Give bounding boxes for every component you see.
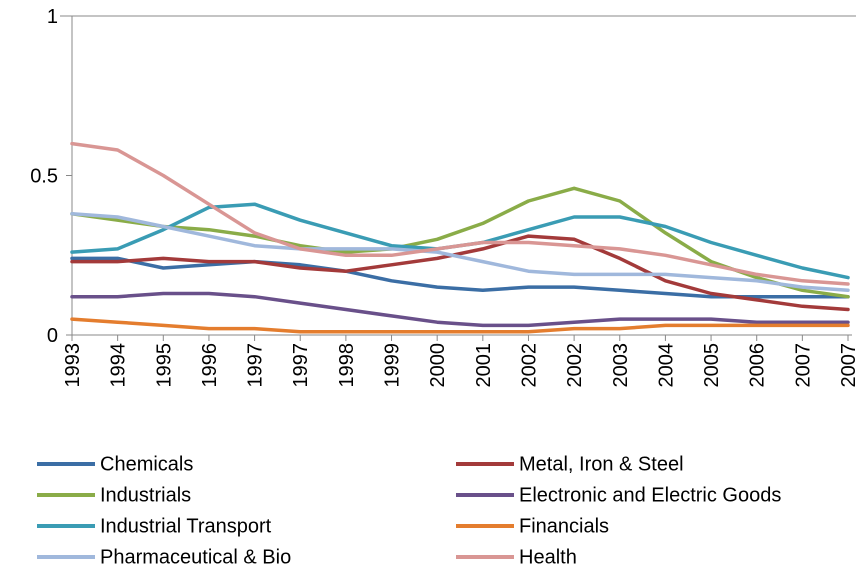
x-tick-label: 2002	[564, 343, 586, 388]
x-tick-label: 2000	[427, 343, 449, 388]
x-tick-label: 1996	[199, 343, 221, 388]
x-tick-label: 2003	[610, 343, 632, 388]
series-line	[70, 186, 850, 299]
legend-label: Industrials	[100, 484, 191, 506]
series-line	[70, 212, 850, 293]
x-tick-label: 1999	[382, 343, 404, 388]
x-tick-label: 2004	[655, 343, 677, 388]
series-line	[70, 291, 850, 328]
legend-label: Financials	[519, 515, 609, 537]
y-tick-label: 0	[47, 325, 58, 347]
x-tick-label: 2007	[792, 343, 814, 388]
legend-label: Pharmaceutical & Bio	[100, 546, 291, 568]
x-tick-label: 1997	[245, 343, 267, 388]
series-line	[70, 141, 850, 286]
x-tick-label: 1994	[108, 343, 130, 388]
x-tick-label: 1997	[290, 343, 312, 388]
x-tick-label: 1995	[153, 343, 175, 388]
series-line	[70, 317, 850, 334]
legend-label: Electronic and Electric Goods	[519, 484, 781, 506]
series-line	[70, 256, 850, 299]
legend-label: Industrial Transport	[100, 515, 272, 537]
legend-label: Chemicals	[100, 453, 193, 475]
x-tick-label: 1998	[336, 343, 358, 388]
x-tick-label: 2005	[701, 343, 723, 388]
x-tick-label: 1993	[62, 343, 84, 388]
y-tick-label: 0.5	[30, 166, 58, 188]
y-tick-label: 1	[47, 6, 58, 28]
x-tick-label: 2007	[838, 343, 856, 388]
legend-label: Health	[519, 546, 577, 568]
x-tick-label: 2006	[747, 343, 769, 388]
legend-label: Metal, Iron & Steel	[519, 453, 684, 475]
x-tick-label: 2001	[473, 343, 495, 388]
x-tick-label: 2002	[518, 343, 540, 388]
series-line	[70, 234, 850, 312]
